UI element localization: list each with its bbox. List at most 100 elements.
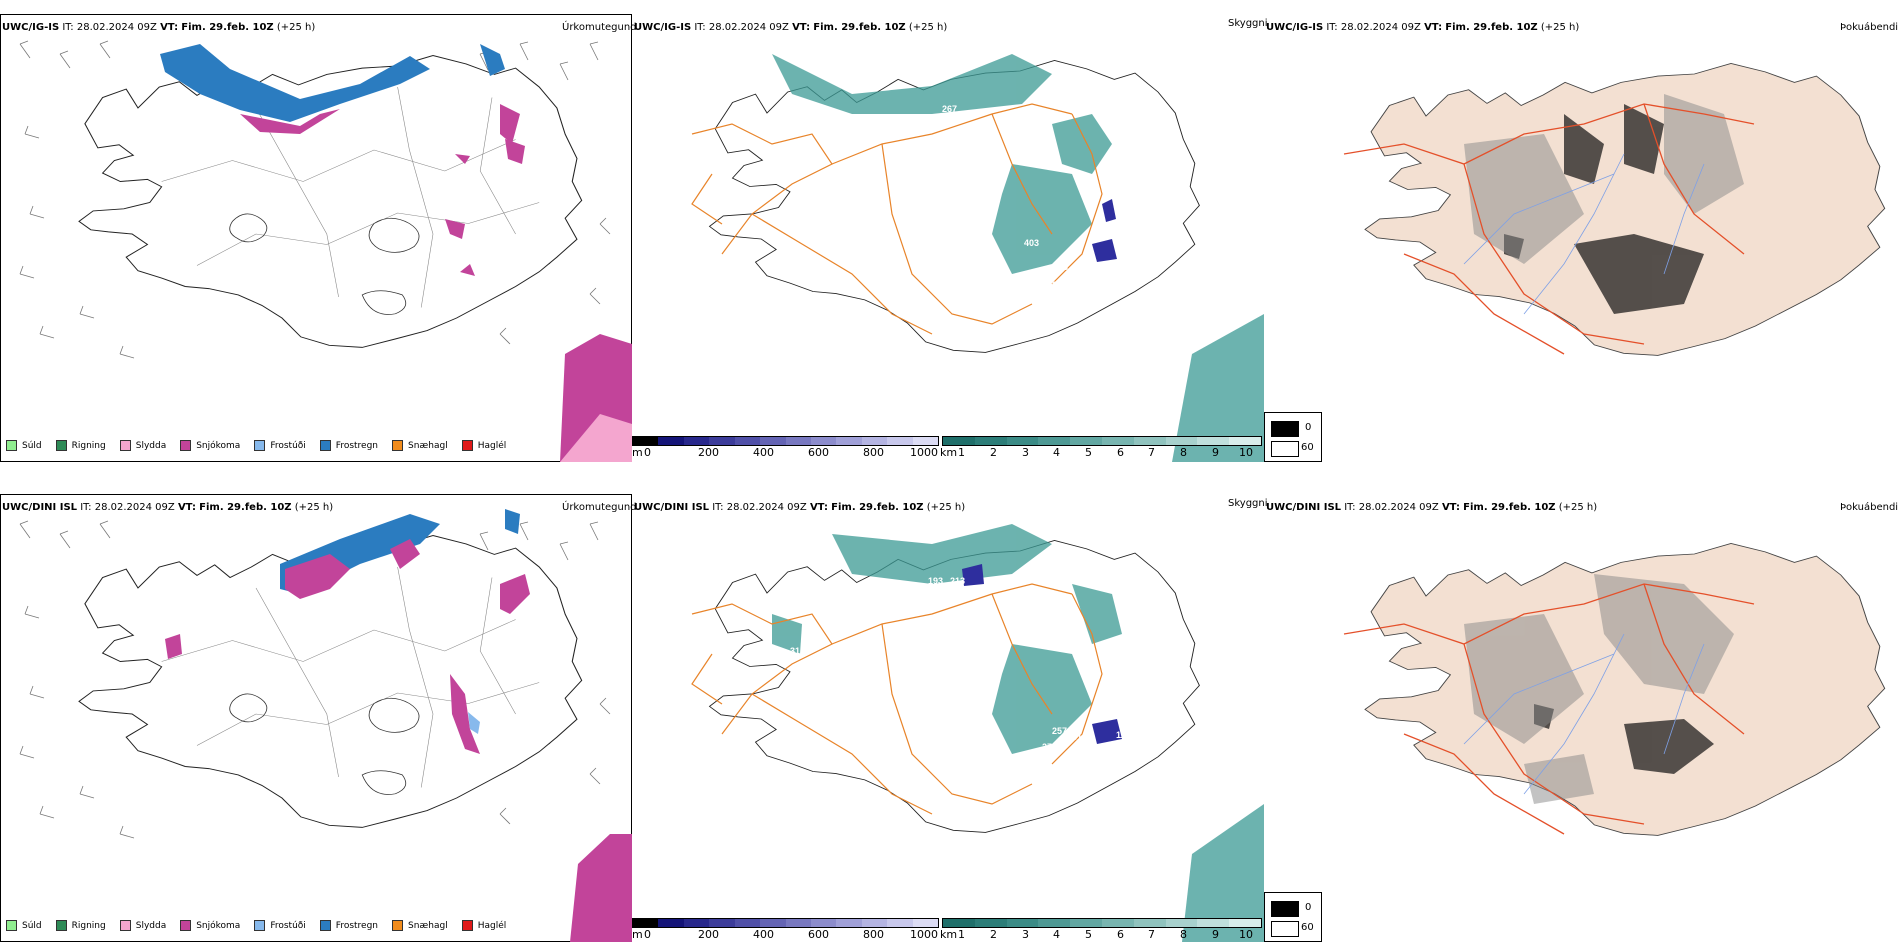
cloud-label: 120: [1042, 280, 1057, 290]
it-value: 28.02.2024 09Z: [1340, 22, 1421, 33]
legend-label: Snjókoma: [196, 920, 241, 931]
panel-title-fog-row1: Þokuábendi: [1840, 22, 1899, 33]
colorbar-km-tick: 6: [1117, 928, 1124, 941]
colorbar-m-tick: 0: [644, 446, 651, 459]
colorbar-m-tick: 200: [698, 928, 719, 941]
cloud-value-labels: 193 213 78 31 136 257 27 61 118 113: [790, 576, 1155, 752]
colorbar-m-tick: 400: [753, 446, 774, 459]
legend-item-sudd: Súld: [6, 440, 42, 451]
legend-swatch: [6, 920, 17, 931]
cloud-label: 118: [1116, 730, 1131, 740]
lead-time: (+25 h): [1540, 22, 1580, 33]
cloud-value-labels: 267 36 808 280 374 403 48 73 120 132 10: [706, 104, 1157, 290]
colorbar-km-tick: 10: [1239, 446, 1253, 459]
colorbar-m-tick: 1000: [910, 928, 938, 941]
it-value: 28.02.2024 09Z: [1358, 502, 1439, 513]
precip-type-panel-row2: [0, 494, 632, 942]
header-row2-cloud: UWC/DINI ISL IT: 28.02.2024 09Z VT: Fim.…: [634, 502, 965, 513]
colorbar-km-tick: 1: [958, 928, 965, 941]
legend-label: Súld: [22, 920, 42, 931]
legend-swatch: [55, 440, 67, 451]
legend-swatch: [119, 920, 131, 931]
fog-legend-white-label: 60: [1301, 922, 1314, 933]
legend-label: Slydda: [135, 920, 167, 931]
it-label: IT:: [80, 502, 92, 513]
map-frame: [0, 494, 632, 942]
vt-value: Fim. 29.feb. 10Z: [199, 502, 292, 513]
colorbar-m: [632, 918, 939, 928]
legend-label: Haglél: [477, 440, 507, 451]
roads: [691, 103, 1103, 335]
colorbar-km-tick: 5: [1085, 928, 1092, 941]
fog-roads: [1343, 103, 1755, 355]
colorbar-km-tick: 8: [1180, 928, 1187, 941]
header-row2-fog: UWC/DINI ISL IT: 28.02.2024 09Z VT: Fim.…: [1266, 502, 1597, 513]
lead-time: (+25 h): [1558, 502, 1598, 513]
panel-title-precip-row2: Úrkomutegund: [562, 502, 637, 513]
precip-type-panel-row1: [0, 14, 632, 462]
it-label: IT:: [1344, 502, 1356, 513]
colorbar-km-unit: km: [940, 928, 958, 941]
legend-swatch: [319, 440, 331, 451]
fog-legend-black-swatch: [1271, 421, 1299, 437]
vt-value: Fim. 29.feb. 10Z: [1445, 22, 1538, 33]
cloud-label: 374: [1122, 158, 1137, 168]
it-label: IT:: [1326, 22, 1338, 33]
vt-label: VT:: [160, 22, 179, 33]
legend-label: Snæhagl: [408, 920, 448, 931]
colorbar-km-tick: 9: [1212, 928, 1219, 941]
colorbar-m: [632, 436, 939, 446]
colorbar-km-unit: km: [940, 446, 958, 459]
vt-value: Fim. 29.feb. 10Z: [813, 22, 906, 33]
panel-title-fog-row2: Þokuábendi: [1840, 502, 1899, 513]
rivers: [1463, 153, 1705, 315]
model-name: UWC/IG-IS: [634, 22, 692, 33]
legend-item-frostudi: Frostúði: [254, 440, 306, 451]
vt-value: Fim. 29.feb. 10Z: [831, 502, 924, 513]
fog-panel-row1: 0 60: [1264, 14, 1900, 462]
panel-title-precip-row1: Úrkomutegund: [562, 22, 637, 33]
vt-label: VT:: [1424, 22, 1443, 33]
legend-swatch: [6, 440, 17, 451]
map-frame: [0, 14, 632, 462]
iceland-fog-map: [1343, 62, 1886, 357]
legend-item-rigning: Rigning: [55, 440, 106, 451]
legend-label: Slydda: [135, 440, 167, 451]
colorbar-m-tick: 600: [808, 928, 829, 941]
cloud-base-low: [1092, 199, 1117, 262]
legend-item-frostregn: Frostregn: [319, 440, 378, 451]
vt-label: VT:: [809, 502, 828, 513]
it-label: IT:: [62, 22, 74, 33]
vt-value: Fim. 29.feb. 10Z: [181, 22, 274, 33]
cloud-label: 136: [956, 702, 971, 712]
colorbar-km: [942, 918, 1262, 928]
legend-item-frostregn: Frostregn: [319, 920, 378, 931]
panel-title-cloud-row2: Skyggni: [1228, 498, 1268, 509]
colorbar-m-tick: 800: [863, 446, 884, 459]
fog-legend-black-swatch: [1271, 901, 1299, 917]
model-name: UWC/DINI ISL: [634, 502, 710, 513]
colorbar-km-tick: 2: [990, 446, 997, 459]
cloud-label: 267: [942, 104, 957, 114]
fog-legend: 0 60: [1264, 412, 1322, 462]
lead-time: (+25 h): [276, 22, 316, 33]
model-name: UWC/IG-IS: [2, 22, 60, 33]
fog-legend-black-label: 0: [1305, 902, 1312, 913]
legend-swatch: [392, 440, 404, 451]
legend-item-haglel: Haglél: [461, 440, 507, 451]
legend-swatch: [119, 440, 131, 451]
legend-item-sudd: Súld: [6, 920, 42, 931]
cloud-label: 61: [1072, 732, 1082, 742]
fog-legend-white-swatch: [1271, 921, 1299, 937]
cloud-panel-row1: 267 36 808 280 374 403 48 73 120 132 10 …: [632, 14, 1264, 462]
legend-label: Frostúði: [270, 920, 306, 931]
colorbar-km-tick: 7: [1148, 928, 1155, 941]
legend-swatch: [461, 440, 473, 451]
it-value: 28.02.2024 09Z: [726, 502, 807, 513]
model-name: UWC/DINI ISL: [2, 502, 78, 513]
header-row2-precip: UWC/DINI ISL IT: 28.02.2024 09Z VT: Fim.…: [2, 502, 333, 513]
cloud-label: 27: [1042, 742, 1052, 752]
legend-item-snaehagl: Snæhagl: [392, 440, 448, 451]
cloud-label: 78: [1132, 626, 1142, 636]
vt-label: VT:: [177, 502, 196, 513]
